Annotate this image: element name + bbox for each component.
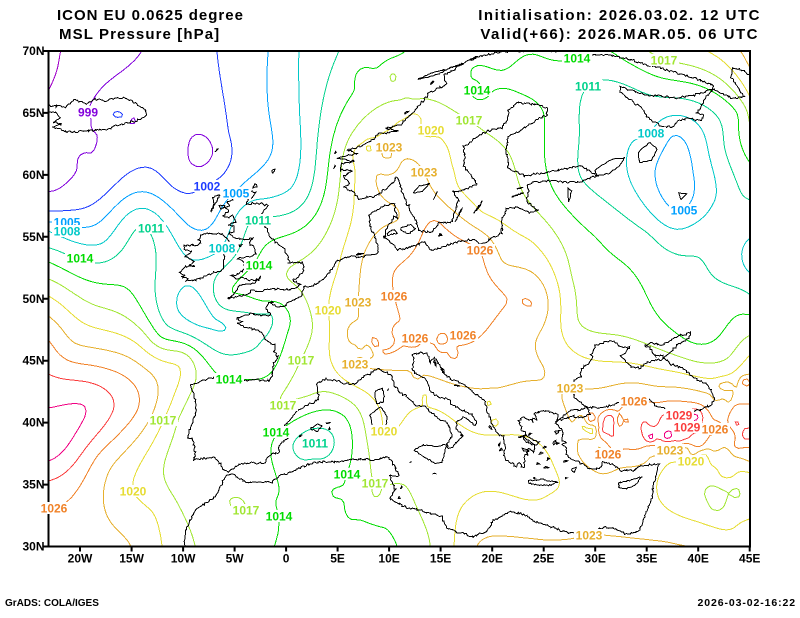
svg-text:15W: 15W	[119, 552, 144, 566]
svg-text:5W: 5W	[226, 552, 245, 566]
svg-text:1029: 1029	[666, 409, 693, 423]
svg-text:1023: 1023	[345, 296, 372, 310]
svg-text:1029: 1029	[674, 421, 701, 435]
svg-text:1026: 1026	[402, 332, 429, 346]
svg-text:1026: 1026	[41, 502, 68, 516]
svg-text:1014: 1014	[263, 426, 290, 440]
svg-text:1011: 1011	[138, 222, 164, 236]
svg-text:1020: 1020	[678, 455, 705, 469]
svg-text:1017: 1017	[288, 354, 315, 368]
svg-text:0: 0	[283, 552, 290, 566]
svg-text:1023: 1023	[657, 444, 684, 458]
svg-text:999: 999	[78, 106, 98, 120]
svg-text:1017: 1017	[270, 399, 297, 413]
svg-text:1026: 1026	[702, 423, 729, 437]
svg-text:10W: 10W	[171, 552, 196, 566]
svg-text:50N: 50N	[22, 292, 44, 306]
svg-text:1023: 1023	[411, 166, 438, 180]
svg-text:1023: 1023	[576, 529, 603, 543]
svg-text:1026: 1026	[621, 395, 648, 409]
svg-text:1020: 1020	[418, 124, 445, 138]
svg-text:20W: 20W	[68, 552, 93, 566]
svg-text:1014: 1014	[216, 373, 243, 387]
svg-text:20E: 20E	[482, 552, 503, 566]
svg-text:1011: 1011	[245, 214, 271, 228]
svg-text:45E: 45E	[739, 552, 760, 566]
svg-text:1017: 1017	[233, 504, 260, 518]
svg-text:1017: 1017	[456, 114, 483, 128]
svg-text:55N: 55N	[22, 230, 44, 244]
svg-text:1002: 1002	[194, 180, 221, 194]
svg-text:40E: 40E	[688, 552, 709, 566]
svg-text:1005: 1005	[223, 187, 250, 201]
svg-text:1020: 1020	[371, 425, 398, 439]
svg-text:1017: 1017	[150, 414, 177, 428]
svg-text:35E: 35E	[636, 552, 657, 566]
svg-text:1017: 1017	[651, 54, 678, 68]
svg-text:1017: 1017	[362, 477, 389, 491]
svg-text:25E: 25E	[533, 552, 554, 566]
svg-text:1011: 1011	[575, 80, 601, 94]
svg-text:45N: 45N	[22, 354, 44, 368]
svg-text:1026: 1026	[467, 244, 494, 258]
svg-text:1008: 1008	[209, 242, 236, 256]
svg-text:1026: 1026	[381, 290, 408, 304]
svg-text:1014: 1014	[266, 510, 293, 524]
svg-text:1005: 1005	[671, 204, 698, 218]
svg-text:1011: 1011	[302, 437, 328, 451]
svg-text:35N: 35N	[22, 478, 44, 492]
svg-text:1014: 1014	[564, 52, 591, 66]
svg-text:1020: 1020	[315, 304, 342, 318]
svg-text:1014: 1014	[67, 252, 94, 266]
svg-text:10E: 10E	[378, 552, 399, 566]
svg-text:60N: 60N	[22, 168, 44, 182]
svg-text:5E: 5E	[330, 552, 345, 566]
svg-text:70N: 70N	[22, 44, 44, 58]
svg-text:15E: 15E	[430, 552, 451, 566]
svg-text:1023: 1023	[376, 141, 403, 155]
svg-text:1008: 1008	[638, 127, 665, 141]
svg-text:1026: 1026	[450, 329, 477, 343]
svg-text:40N: 40N	[22, 416, 44, 430]
svg-text:30E: 30E	[585, 552, 606, 566]
svg-text:1023: 1023	[342, 358, 369, 372]
svg-text:1014: 1014	[334, 468, 361, 482]
svg-text:30N: 30N	[22, 540, 44, 554]
svg-text:1026: 1026	[595, 448, 622, 462]
svg-text:1023: 1023	[557, 382, 584, 396]
svg-text:1014: 1014	[464, 84, 491, 98]
svg-text:65N: 65N	[22, 106, 44, 120]
svg-text:1020: 1020	[120, 485, 147, 499]
svg-text:1014: 1014	[246, 259, 273, 273]
svg-text:1008: 1008	[54, 225, 81, 239]
